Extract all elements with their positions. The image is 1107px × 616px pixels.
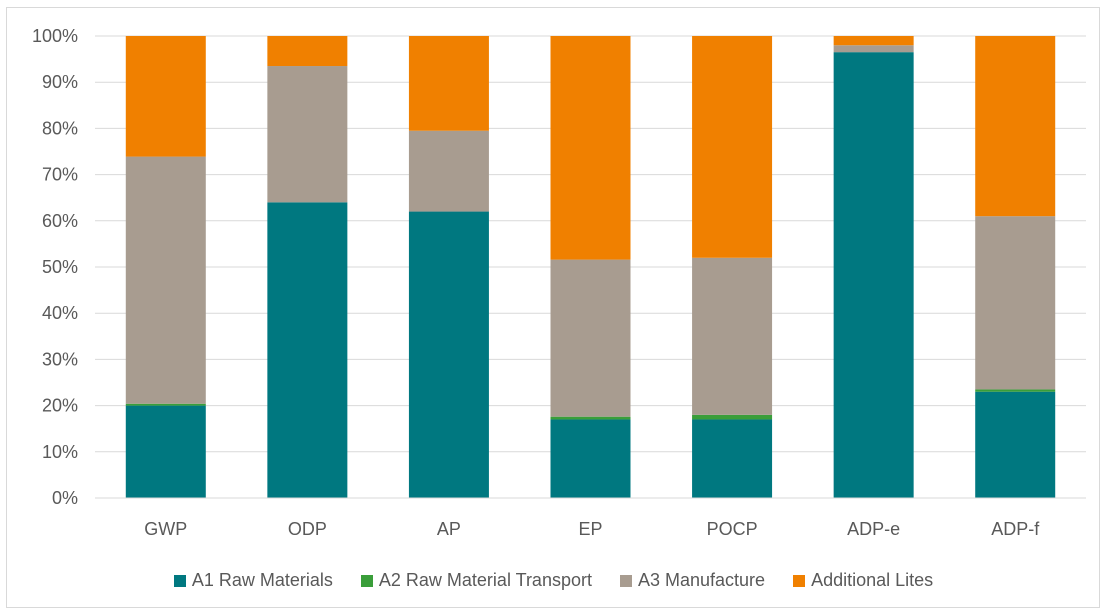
bar-segment-adp-e-series-3 bbox=[833, 45, 914, 53]
y-tick-label: 50% bbox=[42, 257, 78, 277]
bars bbox=[125, 36, 1056, 499]
x-tick-label: GWP bbox=[144, 519, 187, 539]
bar-segment-odp-series-3 bbox=[267, 66, 348, 203]
bar-segment-gwp-series-4 bbox=[125, 36, 206, 157]
y-tick-label: 30% bbox=[42, 349, 78, 369]
bar-segment-gwp-series-1 bbox=[125, 405, 206, 498]
legend-swatch bbox=[619, 574, 632, 587]
y-tick-label: 80% bbox=[42, 118, 78, 138]
bar-segment-adp-f-series-4 bbox=[975, 36, 1056, 217]
bar-segment-pocp-series-2 bbox=[692, 414, 773, 420]
legend-swatch bbox=[793, 574, 806, 587]
legend-item: A1 Raw Materials bbox=[173, 570, 333, 591]
legend-swatch bbox=[173, 574, 186, 587]
bar-segment-ep-series-3 bbox=[550, 259, 631, 417]
legend-item: Additional Lites bbox=[793, 570, 933, 591]
bar-segment-odp-series-1 bbox=[267, 202, 348, 498]
legend-item: A3 Manufacture bbox=[619, 570, 766, 591]
bar-segment-adp-e-series-1 bbox=[833, 52, 914, 499]
legend-item: A2 Raw Material Transport bbox=[360, 570, 592, 591]
y-tick-label: 60% bbox=[42, 211, 78, 231]
x-tick-label: EP bbox=[578, 519, 602, 539]
bar-segment-adp-f-series-3 bbox=[975, 216, 1056, 390]
x-tick-label: ADP-e bbox=[847, 519, 900, 539]
y-tick-label: 100% bbox=[32, 26, 78, 46]
x-axis: GWP ODP AP EP POCP ADP-e ADP-f bbox=[95, 497, 1086, 539]
legend-label: A3 Manufacture bbox=[637, 570, 766, 590]
bar-segment-ep-series-1 bbox=[550, 419, 631, 498]
bar-segment-ep-series-2 bbox=[550, 416, 631, 420]
x-tick-label: ODP bbox=[288, 519, 327, 539]
bar-segment-ap-series-1 bbox=[408, 211, 489, 498]
legend-label: A2 Raw Material Transport bbox=[378, 570, 592, 590]
bar-segment-pocp-series-3 bbox=[692, 257, 773, 415]
x-tick-label: AP bbox=[437, 519, 461, 539]
x-tick-label: POCP bbox=[707, 519, 758, 539]
x-tick-label: ADP-f bbox=[991, 519, 1040, 539]
y-tick-label: 20% bbox=[42, 396, 78, 416]
y-tick-label: 70% bbox=[42, 165, 78, 185]
bar-segment-pocp-series-1 bbox=[692, 419, 773, 498]
legend: A1 Raw Materials A2 Raw Material Transpor… bbox=[0, 570, 1107, 591]
bar-segment-gwp-series-3 bbox=[125, 156, 206, 404]
legend-label: Additional Lites bbox=[811, 570, 934, 590]
bar-segment-ap-series-3 bbox=[408, 130, 489, 212]
bar-segment-pocp-series-4 bbox=[692, 36, 773, 258]
bar-segment-gwp-series-2 bbox=[125, 403, 206, 406]
bar-segment-adp-f-series-2 bbox=[975, 389, 1056, 392]
y-tick-label: 10% bbox=[42, 442, 78, 462]
y-tick-label: 0% bbox=[52, 488, 78, 508]
legend-label: A1 Raw Materials bbox=[191, 570, 333, 590]
bar-segment-adp-f-series-1 bbox=[975, 391, 1056, 498]
bar-segment-ep-series-4 bbox=[550, 36, 631, 260]
legend-swatch bbox=[360, 574, 373, 587]
y-tick-label: 40% bbox=[42, 303, 78, 323]
bar-segment-odp-series-4 bbox=[267, 36, 348, 67]
y-tick-label: 90% bbox=[42, 72, 78, 92]
bar-segment-adp-e-series-4 bbox=[833, 36, 914, 46]
y-axis: 0% 10% 20% 30% 40% 50% 60% 70% 80% 90% 100% bbox=[32, 26, 78, 508]
bar-segment-ap-series-4 bbox=[408, 36, 489, 131]
